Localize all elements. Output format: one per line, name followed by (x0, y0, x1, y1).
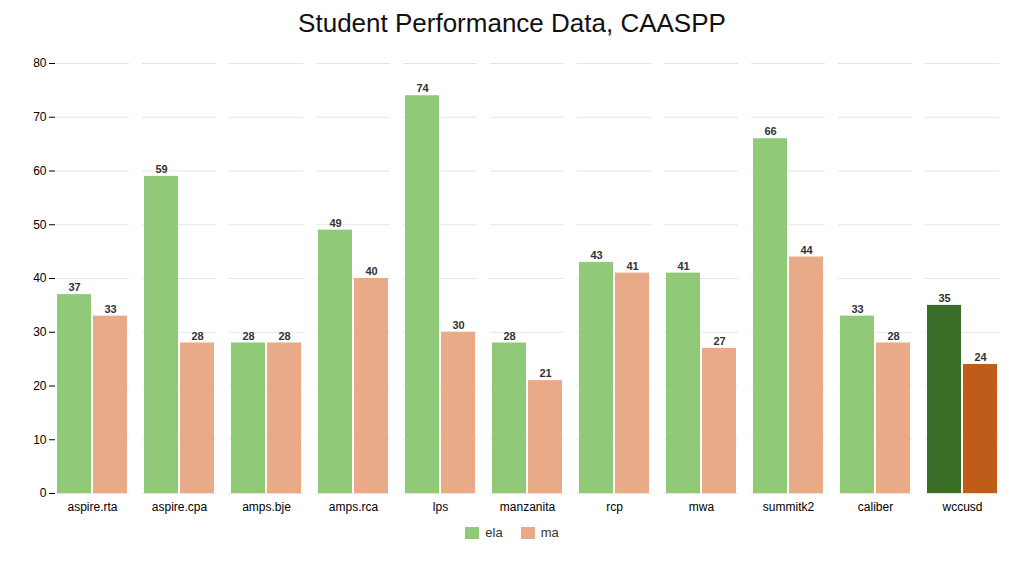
svg-text:60: 60 (33, 164, 47, 178)
svg-text:28: 28 (887, 330, 899, 342)
html-text:Student Performance Data, CAAS: Student Performance Data, CAASPP (298, 8, 726, 38)
svg-text:43: 43 (590, 249, 602, 261)
svg-text:50: 50 (33, 218, 47, 232)
svg-text:44: 44 (800, 244, 813, 256)
svg-text:lps: lps (433, 500, 448, 514)
svg-text:amps.rca: amps.rca (329, 500, 379, 514)
svg-text:0: 0 (40, 486, 47, 500)
svg-text:30: 30 (33, 325, 47, 339)
svg-text:28: 28 (278, 330, 290, 342)
svg-text:10: 10 (33, 433, 47, 447)
svg-text:mwa: mwa (689, 500, 715, 514)
svg-text:24: 24 (974, 351, 987, 363)
svg-text:41: 41 (677, 260, 689, 272)
svg-text:35: 35 (938, 292, 950, 304)
svg-text:rcp: rcp (606, 500, 623, 514)
svg-text:aspire.cpa: aspire.cpa (152, 500, 208, 514)
svg-text:70: 70 (33, 110, 47, 124)
svg-text:33: 33 (851, 303, 863, 315)
svg-text:41: 41 (626, 260, 638, 272)
svg-text:37: 37 (68, 281, 80, 293)
svg-text:amps.bje: amps.bje (242, 500, 291, 514)
svg-text:20: 20 (33, 379, 47, 393)
svg-text:aspire.rta: aspire.rta (67, 500, 117, 514)
svg-text:28: 28 (242, 330, 254, 342)
svg-text:40: 40 (33, 271, 47, 285)
svg-text:caliber: caliber (858, 500, 893, 514)
svg-text:28: 28 (191, 330, 203, 342)
svg-text:wccusd: wccusd (941, 500, 982, 514)
html-text:ela: ela (485, 525, 503, 540)
svg-text:33: 33 (104, 303, 116, 315)
svg-text:49: 49 (329, 217, 341, 229)
svg-text:66: 66 (764, 125, 776, 137)
svg-text:74: 74 (416, 82, 429, 94)
html-text:ma: ma (540, 525, 559, 540)
svg-text:30: 30 (452, 319, 464, 331)
svg-text:manzanita: manzanita (500, 500, 556, 514)
svg-text:21: 21 (539, 367, 551, 379)
svg-text:28: 28 (503, 330, 515, 342)
svg-text:80: 80 (33, 56, 47, 70)
svg-text:59: 59 (155, 163, 167, 175)
svg-text:summitk2: summitk2 (763, 500, 815, 514)
svg-text:27: 27 (713, 335, 725, 347)
svg-text:40: 40 (365, 265, 377, 277)
